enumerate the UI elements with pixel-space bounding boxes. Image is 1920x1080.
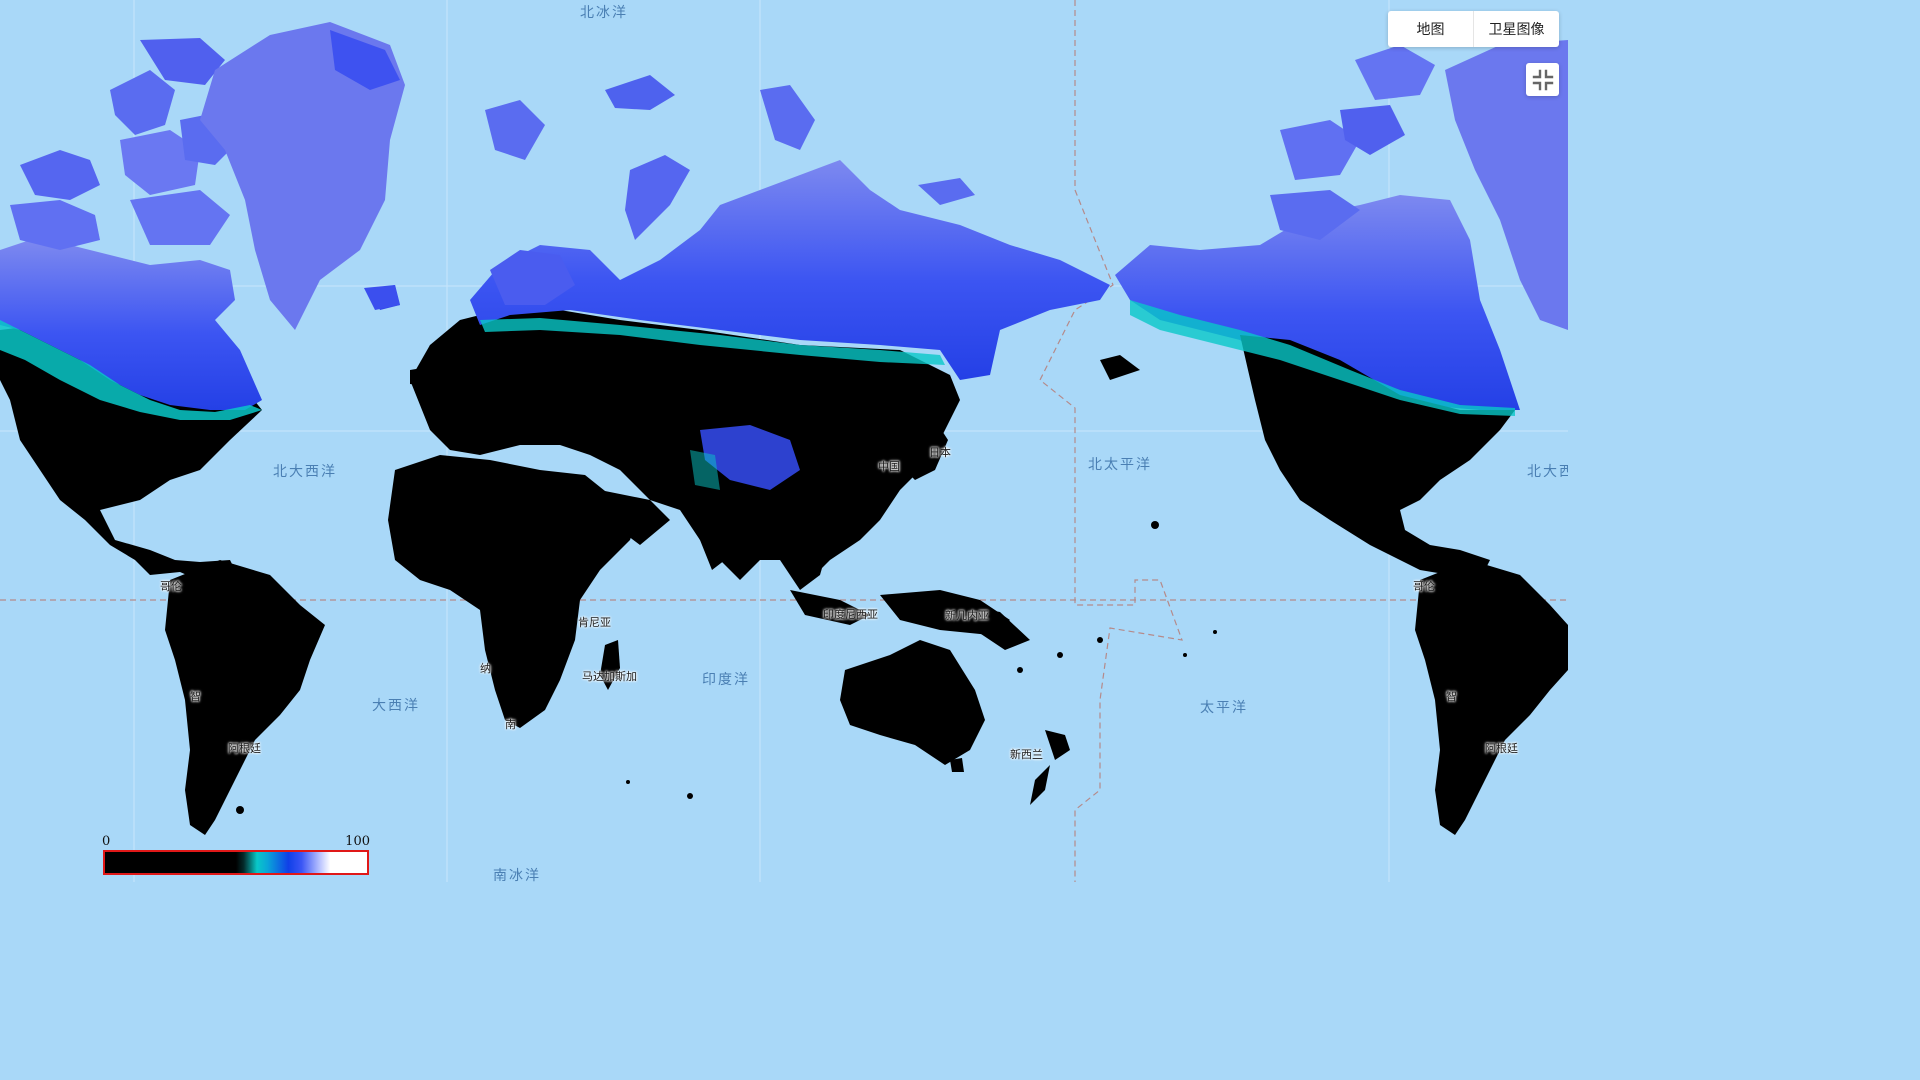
exit-fullscreen-icon [1532, 69, 1553, 90]
place-label-kenya: 肯尼亚 [578, 616, 611, 629]
ocean-label-north-pacific: 北太平洋 [1088, 457, 1152, 473]
place-label-chile-repeat: 智 [1446, 690, 1457, 703]
map-svg [0, 0, 1568, 882]
legend-max-label: 100 [345, 834, 370, 849]
south-america-west [165, 560, 325, 835]
map-canvas[interactable]: 北冰洋 北大西洋 北大西 北太平洋 大西洋 印度洋 太平洋 南冰洋 日本 哥伦 … [0, 0, 1568, 882]
legend-color-bar [103, 850, 369, 875]
map-type-control: 地图 卫星图像 [1388, 11, 1559, 47]
new-zealand [1030, 730, 1070, 805]
islands [236, 521, 1217, 814]
place-label-japan: 日本 [929, 446, 951, 459]
tasmania [950, 758, 964, 772]
ocean-label-north-atlantic: 北大西洋 [273, 464, 337, 480]
map-type-map-button[interactable]: 地图 [1416, 22, 1445, 38]
place-label-new-zealand: 新西兰 [1010, 748, 1043, 761]
place-label-madagascar: 马达加斯加 [582, 670, 637, 683]
place-label-south-africa: 南 [505, 718, 516, 731]
ocean-label-southern: 南冰洋 [493, 868, 541, 882]
australia [840, 640, 985, 765]
legend-min-label: 0 [102, 834, 111, 849]
place-label-colombia-repeat: 哥伦 [1413, 580, 1435, 593]
ocean-label-arctic: 北冰洋 [580, 5, 628, 21]
legend: 0 100 [100, 834, 372, 882]
ocean-label-pacific: 太平洋 [1200, 700, 1248, 716]
place-label-chile: 智 [190, 690, 201, 703]
place-label-indonesia: 印度尼西亚 [823, 608, 878, 621]
ocean-label-indian: 印度洋 [702, 672, 750, 688]
south-america-east [1415, 560, 1568, 835]
exit-fullscreen-button[interactable] [1526, 63, 1559, 96]
ocean-label-north-atlantic-repeat: 北大西 [1527, 464, 1568, 480]
place-label-namibia: 纳 [480, 662, 491, 675]
place-label-png: 新几内亚 [945, 609, 989, 622]
place-label-argentina: 阿根廷 [228, 742, 261, 755]
place-label-colombia: 哥伦 [160, 580, 182, 593]
map-type-satellite-button[interactable]: 卫星图像 [1473, 11, 1559, 47]
north-america-west [0, 22, 405, 585]
eurasia [364, 75, 1110, 728]
north-america-east [1100, 40, 1568, 580]
place-label-argentina-repeat: 阿根廷 [1485, 742, 1518, 755]
ocean-label-atlantic: 大西洋 [372, 698, 420, 714]
place-label-china: 中国 [878, 460, 900, 473]
